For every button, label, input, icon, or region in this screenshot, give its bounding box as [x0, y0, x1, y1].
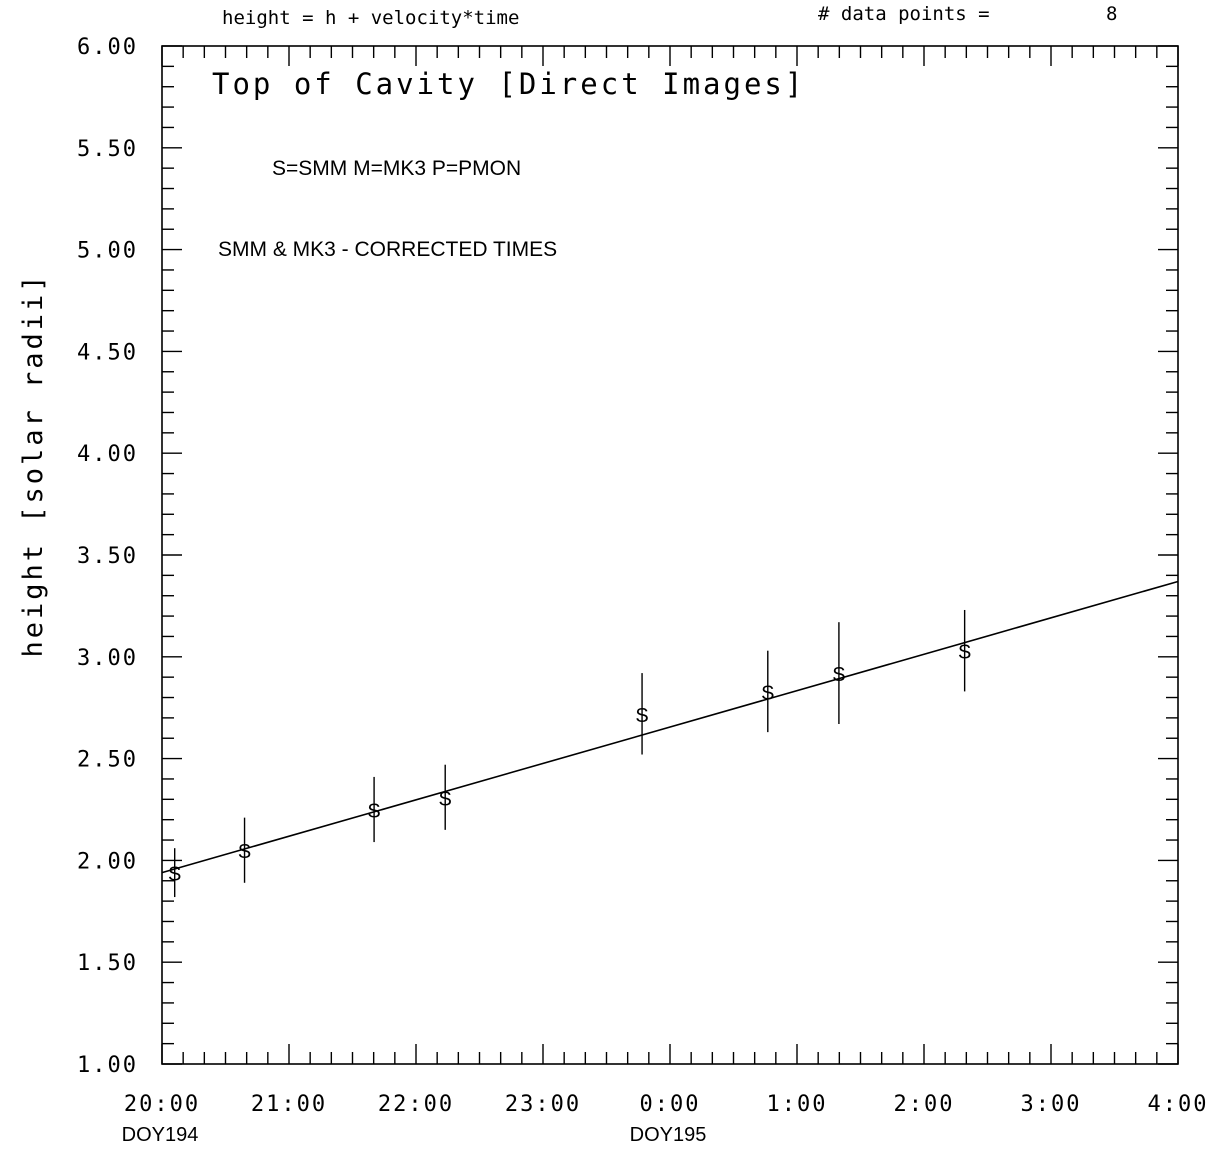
y-tick-label: 3.50: [77, 544, 138, 569]
y-tick-label: 6.00: [77, 35, 138, 60]
y-tick-label: 1.00: [77, 1053, 138, 1078]
axis-ticks: [161, 45, 1179, 1065]
x-tick-label: 21:00: [251, 1092, 327, 1117]
data-point-marker: S: [367, 801, 380, 823]
y-tick-label: 1.50: [77, 951, 138, 976]
legend-annotation: S=SMM M=MK3 P=PMON: [272, 157, 521, 180]
data-points: S S S S S S S S: [168, 609, 971, 898]
x-tick-labels: 20:00 DOY194 21:00 22:00 23:00 0:00 DOY195 1:00…: [122, 1092, 1209, 1146]
y-tick-label: 4.00: [77, 442, 138, 467]
chart-title: Top of Cavity [Direct Images]: [212, 67, 805, 101]
x-tick-label: 0:00: [640, 1092, 701, 1117]
x-tick-label: 3:00: [1021, 1092, 1082, 1117]
data-point-marker: S: [761, 682, 774, 704]
y-tick-label: 2.50: [77, 748, 138, 773]
y-tick-label: 5.00: [77, 239, 138, 264]
x-tick-sublabel: DOY194: [122, 1124, 199, 1146]
y-tick-label: 3.00: [77, 646, 138, 671]
data-point-marker: S: [238, 841, 251, 863]
header-equation: height = h + velocity*time: [222, 7, 519, 29]
data-point-marker: S: [832, 664, 845, 686]
x-tick-label: 20:00: [124, 1092, 200, 1117]
y-tick-label: 2.00: [77, 849, 138, 874]
y-tick-labels: 1.00 1.50 2.00 2.50 3.00 3.50 4.00 4.50 5.00 5.50…: [77, 35, 138, 1078]
x-tick-label: 23:00: [505, 1092, 581, 1117]
x-tick-label: 1:00: [767, 1092, 828, 1117]
fit-line: [161, 580, 1179, 874]
data-point-marker: S: [439, 788, 452, 810]
data-point-marker: S: [635, 705, 648, 727]
x-tick-label: 4:00: [1148, 1092, 1209, 1117]
header-points-value: 8: [1106, 3, 1117, 25]
data-point-marker: S: [168, 864, 181, 886]
header-points-label: # data points =: [818, 3, 990, 25]
x-tick-sublabel: DOY195: [630, 1124, 707, 1146]
x-tick-label: 22:00: [378, 1092, 454, 1117]
data-point-marker: S: [958, 642, 971, 664]
y-tick-label: 5.50: [77, 137, 138, 162]
y-axis-label: height [solar radii]: [18, 272, 49, 657]
x-tick-label: 2:00: [894, 1092, 955, 1117]
fit-line-group: [161, 580, 1179, 874]
correction-annotation: SMM & MK3 - CORRECTED TIMES: [218, 238, 557, 261]
plot-frame: [161, 45, 1179, 1065]
y-tick-label: 4.50: [77, 340, 138, 365]
